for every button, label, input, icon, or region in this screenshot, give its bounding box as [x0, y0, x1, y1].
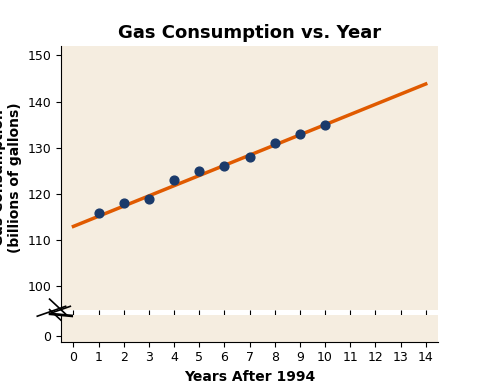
Point: [145, 195, 153, 202]
Point: [246, 154, 254, 160]
Point: [195, 168, 203, 174]
Point: [120, 200, 128, 206]
Point: [296, 131, 304, 137]
Point: [94, 209, 103, 215]
Y-axis label: Gas Consumption
(billions of gallons): Gas Consumption (billions of gallons): [0, 103, 22, 253]
Point: [170, 177, 178, 183]
Point: [221, 163, 228, 169]
Title: Gas Consumption vs. Year: Gas Consumption vs. Year: [118, 24, 381, 42]
X-axis label: Years After 1994: Years After 1994: [184, 370, 315, 384]
Point: [271, 140, 279, 146]
Point: [321, 122, 329, 128]
